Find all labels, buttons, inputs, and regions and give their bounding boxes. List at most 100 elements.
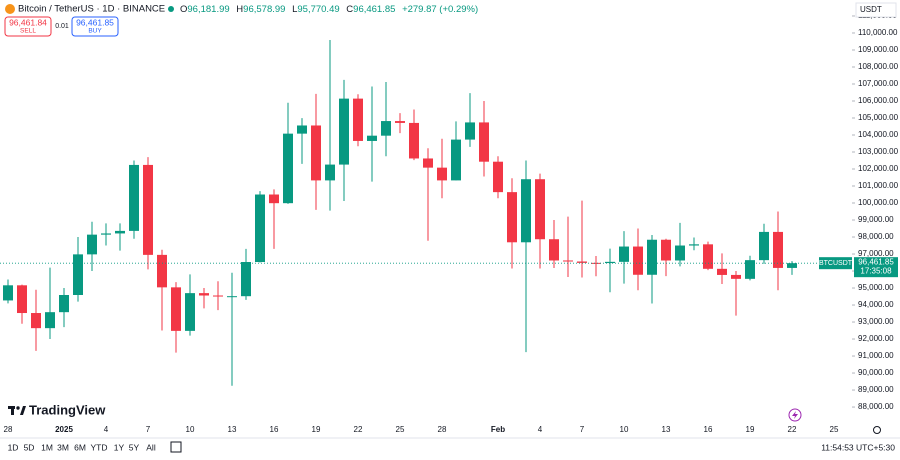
candle-body	[759, 231, 769, 261]
ohlc-key: C	[346, 4, 353, 15]
candle-body	[619, 246, 629, 262]
clock: 11:54:53 UTC+5:30	[821, 442, 895, 452]
candle-body	[549, 239, 559, 261]
candle-body	[31, 313, 41, 329]
candle-body	[325, 164, 335, 181]
x-tick-label: 19	[312, 425, 321, 434]
plot-area: 88,000.00 89,000.00 90,000.00 91,000.00 92,0…	[0, 11, 899, 434]
x-tick-label: 25	[396, 425, 405, 434]
candle-body	[591, 262, 601, 264]
candle-body	[199, 293, 209, 296]
range-button[interactable]: YTD	[91, 442, 108, 452]
buy-label: BUY	[88, 28, 102, 35]
sell-label: SELL	[20, 28, 36, 35]
y-tick-label: 95,000.00	[858, 283, 894, 292]
candle-body	[717, 268, 727, 275]
candle-body	[157, 254, 167, 288]
candle-body	[381, 121, 391, 136]
y-tick-label: 106,000.00	[858, 96, 899, 105]
y-tick-label: 100,000.00	[858, 198, 899, 207]
candle-body	[115, 230, 125, 234]
candle-body	[633, 246, 643, 275]
candle-body	[395, 121, 405, 123]
candle-body	[773, 231, 783, 268]
candle-body	[605, 261, 615, 264]
currency-box[interactable]	[855, 2, 897, 18]
candle-body	[87, 234, 97, 255]
range-button[interactable]: 1Y	[114, 442, 125, 452]
candle-body	[437, 167, 447, 181]
x-tick-label: 4	[104, 425, 109, 434]
range-button[interactable]: 6M	[74, 442, 86, 452]
candle-body	[423, 158, 433, 168]
candle-body	[73, 254, 83, 295]
y-tick-label: 99,000.00	[858, 215, 894, 224]
candle-body	[661, 239, 671, 261]
y-tick-label: 108,000.00	[858, 62, 899, 71]
candle-body	[59, 294, 69, 313]
candle-body	[227, 296, 237, 298]
range-button[interactable]: All	[146, 442, 156, 452]
candle-body	[185, 293, 195, 331]
y-tick-label: 93,000.00	[858, 317, 894, 326]
candle-body	[17, 285, 27, 314]
sell-button[interactable]: 96,461.84 SELL	[4, 16, 52, 37]
y-tick-label: 91,000.00	[858, 351, 894, 360]
x-tick-label: 10	[186, 425, 195, 434]
range-button[interactable]: 5D	[24, 442, 35, 452]
candle-body	[451, 139, 461, 181]
ohlc-key: O	[180, 4, 187, 15]
candle-body	[507, 192, 517, 243]
range-button[interactable]: 3M	[57, 442, 69, 452]
ohlc-value: 96,578.99	[243, 4, 285, 15]
x-tick-label: 22	[354, 425, 363, 434]
currency: USDT	[860, 5, 882, 14]
candle-body	[409, 122, 419, 159]
candle-body	[563, 260, 573, 262]
candle-body	[3, 285, 13, 301]
market-status	[168, 6, 174, 12]
y-tick-label: 90,000.00	[858, 368, 894, 377]
range-button[interactable]: 5Y	[129, 442, 140, 452]
settings-icon[interactable]	[873, 426, 881, 434]
logo-text: TradingView	[29, 402, 106, 417]
symbol-tag: BTCUSDT	[819, 260, 853, 267]
candle-body	[311, 125, 321, 181]
candle-body	[577, 261, 587, 263]
ohlc-legend: O96,181.99 H96,578.99 L95,770.49 C96,461…	[180, 4, 478, 15]
x-tick-label: 28	[438, 425, 447, 434]
x-tick-label: Feb	[491, 425, 505, 434]
x-tick-label: 13	[662, 425, 671, 434]
ohlc-value: 96,181.99	[187, 4, 229, 15]
y-tick-label: 107,000.00	[858, 79, 899, 88]
y-tick-label: 97,000.00	[858, 249, 894, 258]
candle-body	[129, 164, 139, 231]
sell-box	[4, 16, 52, 37]
sell-price: 96,461.84	[9, 17, 47, 27]
candle-body	[367, 135, 377, 141]
x-tick-label: 28	[4, 425, 13, 434]
candle-body	[213, 295, 223, 297]
ohlc-value: 96,461.85	[353, 4, 395, 15]
x-tick-label: 4	[538, 425, 543, 434]
y-tick-label: 88,000.00	[858, 402, 894, 411]
x-tick-label: 7	[580, 425, 585, 434]
range-button[interactable]: 1D	[8, 442, 19, 452]
candle-body	[255, 194, 265, 263]
candle-body	[521, 179, 531, 243]
candle-body	[465, 122, 475, 140]
buy-button[interactable]: 96,461.85 BUY	[71, 16, 119, 37]
candle-body	[675, 245, 685, 261]
logo: TradingView	[8, 402, 106, 417]
range-button[interactable]: 1M	[41, 442, 53, 452]
candle-body	[745, 260, 755, 279]
candle-body	[731, 274, 741, 279]
candle-body	[45, 312, 55, 329]
ohlc-value: 95,770.49	[297, 4, 339, 15]
candle-body	[647, 239, 657, 275]
calendar-icon[interactable]	[170, 441, 182, 453]
x-tick-label: 13	[228, 425, 237, 434]
candle-body	[479, 122, 489, 162]
